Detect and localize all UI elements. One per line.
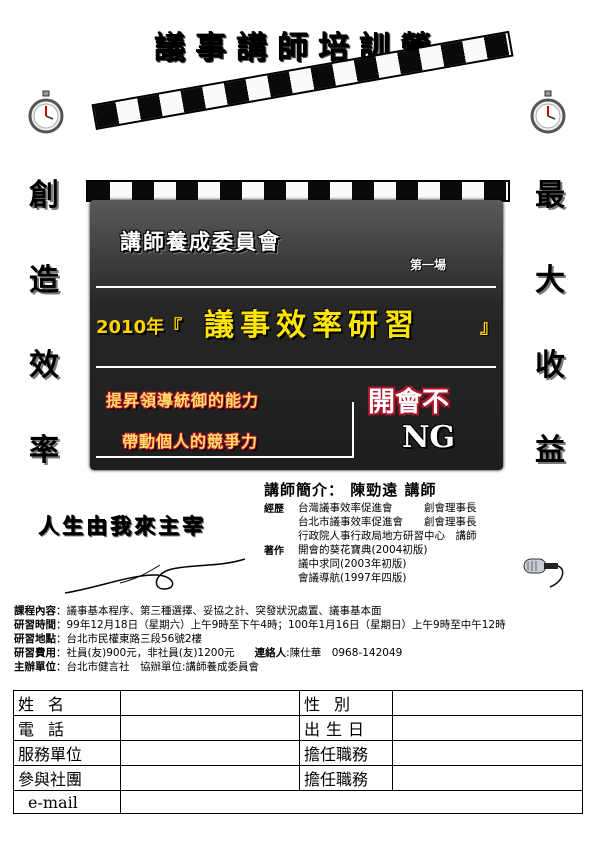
form-row: 參與社團 擔任職務 [13, 765, 583, 791]
form-row: 服務單位 擔任職務 [13, 740, 583, 766]
slogan-meeting: 開會不 [368, 387, 449, 418]
position-label: 擔任職務 [299, 765, 393, 791]
position-field[interactable] [392, 765, 583, 791]
info-value: ：社員(友)900元，非社員(友)1200元 [56, 647, 235, 659]
info-value: ：台北市民權東路三段56號2樓 [56, 633, 203, 645]
slogan-competitiveness: 帶動個人的競爭力 [122, 432, 259, 451]
phone-field[interactable] [120, 715, 300, 741]
left-slogan-char: 率 [29, 433, 59, 468]
club-field[interactable] [120, 765, 300, 791]
info-label: 主辦單位 [14, 661, 56, 673]
birth-field[interactable] [392, 715, 583, 741]
registration-form: 姓名 性別 電話 出生日 服務單位 擔任職務 參與社團 擔任職務 e-mail [13, 690, 583, 814]
contact-value: :陳仕華 0968-142049 [286, 647, 403, 659]
info-value: ：台北市健言社 協辦單位:講師養成委員會 [56, 661, 260, 673]
session-label: 第一場 [410, 258, 447, 272]
left-slogan-char: 效 [29, 348, 59, 383]
info-label: 研習時間 [14, 619, 56, 631]
stopwatch-icon [28, 90, 64, 134]
flourish-ornament [64, 558, 246, 594]
course-fee-row: 研習費用：社員(友)900元，非社員(友)1200元 連絡人:陳仕華 0968-1… [14, 645, 402, 660]
info-value: ：議事基本程序、第三種選擇、妥協之計、突發狀況處置、議事基本面 [56, 605, 382, 617]
experience-label: 經歷 [264, 504, 284, 515]
slogan-leadership: 提昇領導統御的能力 [106, 391, 260, 410]
right-slogan-char: 最 [535, 178, 565, 213]
info-label: 研習費用 [14, 647, 56, 659]
email-field[interactable] [120, 790, 583, 814]
form-row: 姓名 性別 [13, 690, 583, 716]
gender-label: 性別 [299, 690, 393, 716]
name-label: 姓名 [13, 690, 121, 716]
form-row: e-mail [13, 790, 583, 814]
course-content-row: 課程內容：議事基本程序、第三種選擇、妥協之計、突發狀況處置、議事基本面 [14, 603, 382, 618]
form-row: 電話 出生日 [13, 715, 583, 741]
position-label: 擔任職務 [299, 740, 393, 766]
board-divider [96, 366, 496, 368]
right-slogan-char: 益 [535, 433, 565, 468]
contact-label: 連絡人 [254, 647, 287, 659]
motto: 人生由我來主宰 [38, 514, 206, 538]
left-slogan-char: 創 [29, 178, 59, 213]
committee-name: 講師養成委員會 [120, 230, 281, 254]
info-label: 研習地點 [14, 633, 56, 645]
works-item: 開會的葵花寶典(2004初版) [298, 544, 428, 556]
slogan-ng: NG [402, 420, 456, 455]
email-label: e-mail [13, 790, 121, 814]
right-slogan-char: 大 [535, 263, 565, 298]
clapperboard [90, 200, 503, 470]
event-name: 議事效率研習 [204, 308, 420, 343]
course-place-row: 研習地點：台北市民權東路三段56號2樓 [14, 631, 202, 646]
clapper-bar [86, 180, 510, 202]
event-bracket: 』 [480, 317, 498, 338]
info-value: ：99年12月18日（星期六）上午9時至下午4時；100年1月16日（星期日）上… [56, 619, 506, 631]
board-divider [96, 456, 354, 458]
unit-field[interactable] [120, 740, 300, 766]
club-label: 參與社團 [13, 765, 121, 791]
course-host-row: 主辦單位：台北市健言社 協辦單位:講師養成委員會 [14, 659, 259, 674]
works-item: 會議導航(1997年四版) [298, 572, 407, 584]
phone-label: 電話 [13, 715, 121, 741]
experience-item: 行政院人事行政局地方研習中心 講師 [298, 530, 477, 542]
right-slogan-char: 收 [535, 348, 565, 383]
experience-item: 台灣議事效率促進會 創會理事長 [298, 502, 477, 514]
board-divider [352, 402, 354, 458]
position-field[interactable] [392, 740, 583, 766]
stopwatch-icon [530, 90, 566, 134]
experience-item: 台北市議事效率促進會 創會理事長 [298, 516, 477, 528]
unit-label: 服務單位 [13, 740, 121, 766]
info-label: 課程內容 [14, 605, 56, 617]
birth-label: 出生日 [299, 715, 393, 741]
works-item: 議中求同(2003年初版) [298, 558, 407, 570]
course-time-row: 研習時間：99年12月18日（星期六）上午9時至下午4時；100年1月16日（星… [14, 617, 506, 632]
microphone-icon [523, 558, 564, 588]
speaker-heading: 講師簡介： 陳勁遠 講師 [264, 481, 437, 499]
left-slogan-char: 造 [29, 263, 59, 298]
event-year: 2010年『 [96, 317, 183, 338]
name-field[interactable] [120, 690, 300, 716]
board-divider [96, 286, 496, 288]
gender-field[interactable] [392, 690, 583, 716]
works-label: 著作 [264, 546, 284, 557]
